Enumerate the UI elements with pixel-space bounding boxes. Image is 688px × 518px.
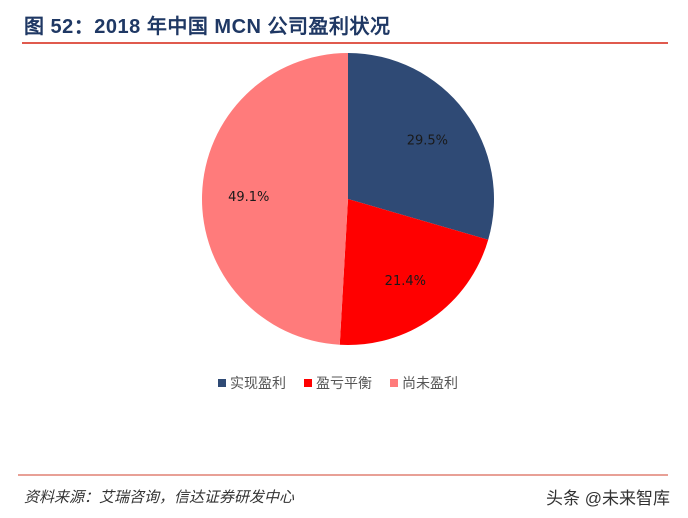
legend-swatch-icon xyxy=(304,379,312,387)
legend-item-profitable: 实现盈利 xyxy=(218,373,286,393)
legend-swatch-icon xyxy=(218,379,226,387)
legend-item-not-profitable: 尚未盈利 xyxy=(390,373,458,393)
legend-item-breakeven: 盈亏平衡 xyxy=(304,373,372,393)
pie-slice xyxy=(201,53,348,345)
pie-slice xyxy=(339,199,489,345)
footer-divider xyxy=(18,474,668,476)
slice-label: 29.5% xyxy=(407,133,448,148)
pie-slice xyxy=(348,53,494,240)
legend-label: 实现盈利 xyxy=(230,376,286,392)
watermark: 头条 @未来智库 xyxy=(546,489,670,508)
slice-label: 49.1% xyxy=(228,190,269,205)
chart-legend: 实现盈利 盈亏平衡 尚未盈利 xyxy=(218,373,458,393)
legend-label: 尚未盈利 xyxy=(402,376,458,392)
slice-label: 21.4% xyxy=(385,274,426,289)
legend-label: 盈亏平衡 xyxy=(316,376,372,392)
title-divider xyxy=(22,42,668,44)
source-note: 资料来源：艾瑞咨询，信达证券研发中心 xyxy=(24,488,295,506)
legend-swatch-icon xyxy=(390,379,398,387)
figure-title: 图 52：2018 年中国 MCN 公司盈利状况 xyxy=(24,16,391,38)
